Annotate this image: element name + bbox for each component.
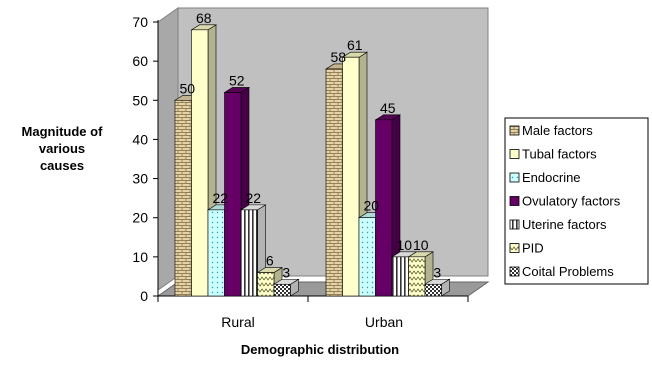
bar-front	[191, 29, 209, 297]
legend-swatch	[509, 149, 520, 159]
legend-swatch	[509, 243, 520, 253]
bar-front	[240, 209, 258, 297]
legend-swatch	[509, 219, 520, 230]
data-label: 22	[245, 190, 261, 206]
data-label: 20	[363, 198, 379, 214]
x-axis-label: Demographic distribution	[241, 342, 399, 357]
data-label: 61	[347, 37, 363, 53]
bar-front	[408, 256, 426, 297]
bar-front	[342, 56, 360, 297]
legend-item: Endocrine	[509, 170, 581, 185]
bar-front	[358, 217, 376, 297]
y-tick-label: 50	[132, 92, 148, 108]
data-label: 3	[282, 264, 290, 280]
bar-front	[257, 272, 275, 297]
legend-swatch	[509, 196, 520, 206]
x-tick-label: Rural	[221, 314, 254, 330]
legend-swatch	[509, 172, 520, 183]
data-label: 50	[179, 80, 195, 96]
legend-item: PID	[509, 241, 544, 256]
bar-front	[325, 68, 343, 297]
y-tick-label: 60	[132, 53, 148, 69]
y-axis-label-line-2: various	[39, 141, 85, 156]
legend-item: Coital Problems	[509, 264, 614, 279]
y-axis-label-line-1: Magnitude of	[22, 124, 104, 139]
y-tick-label: 40	[132, 131, 148, 147]
y-tick-label: 20	[132, 210, 148, 226]
data-label: 52	[229, 72, 245, 88]
data-label: 3	[433, 264, 441, 280]
legend-item: Uterine factors	[509, 217, 607, 232]
data-label: 45	[380, 100, 396, 116]
y-axis-label-line-3: causes	[40, 158, 84, 173]
y-tick-label: 0	[140, 288, 148, 304]
legend-box	[504, 117, 649, 285]
bars-group	[173, 24, 451, 297]
bar-front	[424, 283, 442, 297]
bar-coital-problems-rural	[272, 278, 300, 297]
y-tick-label: 10	[132, 249, 148, 265]
bar-front	[375, 119, 393, 297]
bar-front	[224, 92, 242, 297]
axes: 0 10 20 30 40 50 60 70 Rural Urban	[132, 14, 469, 330]
data-label: 58	[330, 49, 346, 65]
bar-front	[174, 99, 192, 297]
data-label: 10	[413, 237, 429, 253]
legend-label: Uterine factors	[522, 217, 607, 232]
legend-label: Coital Problems	[522, 264, 614, 279]
legend-label: Ovulatory factors	[522, 194, 621, 209]
data-label: 68	[196, 10, 212, 26]
legend: Male factors Tubal factors Endocrine Ovulat…	[509, 123, 621, 279]
data-label: 6	[266, 253, 274, 269]
bar-ovulatory-factors-urban	[374, 114, 402, 297]
data-label: 22	[212, 190, 228, 206]
y-tick-label: 30	[132, 171, 148, 187]
legend-label: Endocrine	[522, 170, 581, 185]
legend-label: Tubal factors	[522, 147, 597, 162]
legend-swatch	[509, 125, 520, 136]
legend-label: PID	[522, 241, 544, 256]
legend-item: Ovulatory factors	[509, 194, 621, 209]
bar-front	[273, 283, 291, 297]
legend-label: Male factors	[522, 123, 593, 138]
y-tick-label: 70	[132, 14, 148, 30]
x-tick-label: Urban	[365, 314, 403, 330]
legend-swatch	[509, 266, 520, 277]
bar-front	[207, 209, 225, 297]
bar-coital-problems-urban	[423, 278, 451, 297]
data-label: 10	[396, 237, 412, 253]
legend-item: Tubal factors	[509, 147, 597, 162]
bar-front	[391, 256, 409, 297]
legend-item: Male factors	[509, 123, 593, 138]
